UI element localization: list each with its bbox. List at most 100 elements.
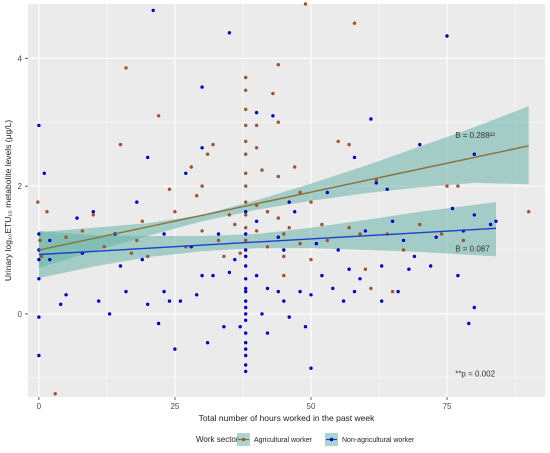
data-point-non-agricultural [287,315,291,319]
data-point-agricultural [271,91,275,96]
data-point-non-agricultural [456,273,460,278]
data-point-non-agricultural [216,232,221,236]
data-point-agricultural [45,210,49,214]
data-point-non-agricultural [140,257,144,262]
legend-key-point [241,437,246,442]
x-tick-label: 0 [37,402,42,411]
data-point-non-agricultural [37,257,41,262]
data-point-non-agricultural [363,229,368,233]
data-point-agricultural [211,142,215,147]
data-point-agricultural [282,232,286,236]
data-point-non-agricultural [320,273,324,278]
data-point-agricultural [173,210,177,214]
data-point-agricultural [254,123,259,128]
data-point-non-agricultural [488,222,493,227]
data-point-agricultural [244,107,248,112]
data-point-agricultural [244,75,248,80]
y-tick-label: 4 [18,54,23,63]
data-point-agricultural [303,2,308,6]
data-point-agricultural [287,226,291,230]
data-point-non-agricultural [200,85,204,89]
scatter-points [36,2,531,396]
data-point-non-agricultural [276,235,280,239]
data-point-non-agricultural [244,318,248,322]
data-point-agricultural [167,187,172,191]
data-point-non-agricultural [146,155,150,160]
data-point-non-agricultural [222,325,226,329]
data-point-non-agricultural [390,219,395,223]
data-point-non-agricultural [244,305,248,310]
data-point-agricultural [146,254,150,259]
data-point-agricultural [369,286,373,291]
data-point-non-agricultural [135,200,139,204]
data-point-non-agricultural [407,267,411,271]
data-point-agricultural [527,210,531,214]
data-point-agricultural [244,152,248,156]
annotation-2: **p = 0.002 [455,370,495,379]
data-point-agricultural [129,251,134,255]
data-point-non-agricultural [151,8,155,13]
data-point-agricultural [293,165,297,169]
data-point-agricultural [456,184,460,188]
data-point-non-agricultural [244,254,248,259]
data-point-agricultural [135,238,139,243]
data-point-agricultural [216,238,221,243]
data-point-non-agricultural [211,273,215,278]
data-point-non-agricultural [374,181,378,185]
data-point-non-agricultural [37,277,41,281]
data-point-non-agricultural [244,331,248,335]
annotations: B = 0.288²² B = 0.087 **p = 0.002 [455,131,495,378]
data-point-non-agricultural [227,270,232,275]
data-point-non-agricultural [450,206,455,211]
data-point-non-agricultural [244,312,248,316]
data-point-non-agricultural [282,299,286,303]
data-point-agricultural [325,238,329,243]
data-point-non-agricultural [254,219,259,223]
data-point-non-agricultural [75,216,79,220]
data-point-non-agricultural [260,312,264,316]
data-point-non-agricultural [233,257,237,262]
data-point-non-agricultural [42,171,46,175]
ci-ribbon-agricultural [38,106,529,268]
data-point-agricultural [282,273,286,278]
data-point-agricultural [298,190,302,195]
data-point-agricultural [222,254,226,259]
data-point-non-agricultural [244,277,248,281]
data-point-non-agricultural [200,146,204,150]
data-point-agricultural [347,142,351,147]
data-point-non-agricultural [265,331,270,335]
data-point-non-agricultural [418,142,422,147]
data-point-agricultural [200,184,204,188]
data-point-agricultural [244,88,248,93]
legend-title: Work sector [196,435,239,444]
legend: Work sector Agricultural worker Non-agric… [196,433,415,446]
data-point-agricultural [358,232,362,236]
data-point-agricultural [102,245,106,249]
data-point-non-agricultural [401,238,406,243]
annotation-0: B = 0.288²² [455,131,495,140]
data-point-agricultural [418,222,422,227]
data-point-agricultural [401,248,406,252]
data-point-agricultural [309,257,313,262]
data-point-non-agricultural [303,325,308,329]
data-point-agricultural [195,194,199,198]
grid [28,4,545,397]
x-tick-label: 50 [307,402,316,411]
data-point-non-agricultural [331,286,335,291]
data-point-non-agricultural [336,248,340,252]
data-point-non-agricultural [244,299,248,303]
data-point-agricultural [445,184,449,188]
data-point-non-agricultural [271,114,275,118]
data-point-agricultural [276,216,280,220]
y-tick-label: 0 [18,310,23,319]
data-point-non-agricultural [37,353,41,358]
x-tick-label: 75 [443,402,452,411]
data-point-non-agricultural [244,369,248,374]
legend-key-point [329,437,334,442]
data-point-non-agricultural [173,347,177,351]
data-point-non-agricultural [434,235,438,239]
data-point-non-agricultural [467,321,471,326]
data-point-non-agricultural [118,264,123,268]
data-point-agricultural [254,229,259,233]
data-point-non-agricultural [244,210,248,214]
